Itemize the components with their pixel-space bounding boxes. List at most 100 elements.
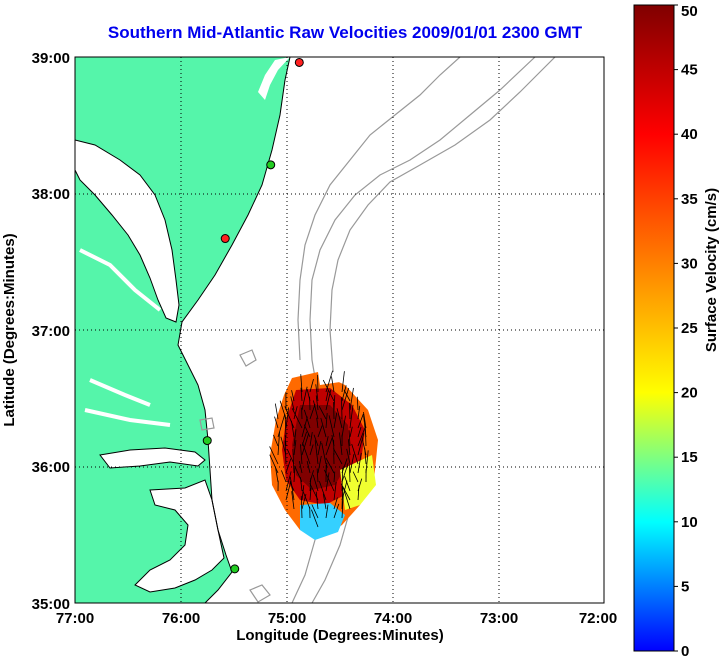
velocity-vector <box>349 402 351 420</box>
velocity-vector <box>301 433 310 456</box>
velocity-vector <box>357 413 364 429</box>
velocity-vector <box>284 440 287 465</box>
station-marker <box>266 160 276 170</box>
map-panel[interactable] <box>74 56 605 604</box>
velocity-vector <box>325 457 335 474</box>
velocity-vector <box>349 426 353 438</box>
colorbar-tick-label: 30 <box>681 255 698 272</box>
chesapeake-bay <box>75 140 179 322</box>
velocity-vector <box>352 471 359 483</box>
station-marker <box>294 57 304 67</box>
y-tick-label: 35:00 <box>32 596 70 613</box>
velocity-vector <box>315 395 319 411</box>
colorbar-tick-label: 40 <box>681 126 698 143</box>
bay-coastline <box>75 139 225 593</box>
velocity-vector <box>300 387 303 402</box>
coastline <box>177 57 291 603</box>
y-tick-label: 38:00 <box>32 186 70 203</box>
velocity-vector <box>321 442 327 465</box>
colorbar-tick-label: 25 <box>681 320 698 337</box>
velocity-vector <box>344 476 351 492</box>
velocity-vector <box>351 443 359 465</box>
velocity-vector <box>349 404 354 429</box>
velocity-vector <box>325 472 330 492</box>
velocity-vector <box>309 431 313 447</box>
velocity-vector <box>273 434 279 447</box>
y-axis-label: Latitude (Degrees:Minutes) <box>1 233 18 426</box>
station-marker <box>230 564 240 574</box>
velocity-vector <box>322 493 327 510</box>
velocity-vector <box>341 467 344 492</box>
velocity-vector <box>357 485 360 501</box>
velocity-vector <box>314 440 319 465</box>
velocity-vector <box>333 497 338 510</box>
velocity-vector <box>313 400 319 420</box>
colorbar-gradient <box>633 4 675 652</box>
velocity-vector <box>338 432 343 456</box>
velocity-vector <box>291 491 295 510</box>
station-marker <box>202 436 212 446</box>
velocity-vector <box>315 384 319 402</box>
x-axis: 77:00 76:00 75:00 74:00 73:00 72:00 Long… <box>56 610 617 644</box>
velocity-vector <box>317 455 322 474</box>
velocity-vector <box>285 471 292 492</box>
velocity-vector <box>274 416 279 429</box>
velocity-vector <box>315 491 319 510</box>
velocity-vector <box>341 397 343 420</box>
velocity-vector <box>300 444 303 465</box>
velocity-vector <box>341 462 349 483</box>
velocity-vector <box>325 437 333 456</box>
velocity-vector <box>343 389 351 402</box>
colorbar-tick-label: 45 <box>681 62 698 79</box>
y-tick-label: 37:00 <box>32 323 70 340</box>
velocity-vector <box>325 504 329 519</box>
velocity-vector <box>284 414 287 438</box>
velocity-vector <box>348 464 351 483</box>
x-tick-label: 73:00 <box>480 610 518 627</box>
velocity-vector <box>325 436 329 447</box>
velocity-vector <box>322 379 335 402</box>
velocity-vector <box>333 395 336 411</box>
velocity-vector <box>341 385 347 402</box>
velocity-vector <box>325 389 332 411</box>
velocity-vector <box>333 503 340 519</box>
velocity-vector <box>348 430 351 447</box>
velocity-vector <box>325 413 328 429</box>
velocity-vector <box>306 460 311 474</box>
velocity-vector <box>281 470 287 483</box>
colorbar-tick-label: 10 <box>681 514 698 531</box>
velocity-vector <box>323 469 335 492</box>
velocity-vector <box>325 370 333 393</box>
velocity-vector <box>309 444 314 456</box>
velocity-vector <box>331 376 335 393</box>
velocity-vector <box>333 448 343 465</box>
colorbar-tick-label: 0 <box>681 643 689 659</box>
colorbar-tick-label: 35 <box>681 191 698 208</box>
y-tick-label: 39:00 <box>32 50 70 67</box>
velocity-vector <box>357 433 365 456</box>
delaware-bay <box>258 57 290 100</box>
velocity-vector <box>320 417 327 438</box>
velocity-vector <box>341 494 344 519</box>
x-tick-label: 76:00 <box>162 610 200 627</box>
velocity-vector <box>303 424 311 438</box>
station-marker <box>220 234 230 244</box>
velocity-vector <box>364 447 367 465</box>
velocity-vector <box>316 417 319 429</box>
velocity-vector <box>290 420 295 438</box>
velocity-vector <box>301 416 308 438</box>
velocity-vector <box>302 442 311 465</box>
velocity-vector <box>285 480 292 501</box>
velocity-vector <box>274 403 279 420</box>
velocity-vector <box>291 408 303 429</box>
velocity-vector <box>333 481 337 501</box>
velocity-vector <box>325 390 329 402</box>
velocity-vector <box>349 387 354 411</box>
x-tick-label: 74:00 <box>374 610 412 627</box>
velocity-vector <box>357 452 362 474</box>
velocity-vector <box>284 406 295 429</box>
velocity-vector <box>309 403 316 420</box>
velocity-vector <box>293 466 296 483</box>
x-tick-label: 72:00 <box>579 610 617 627</box>
